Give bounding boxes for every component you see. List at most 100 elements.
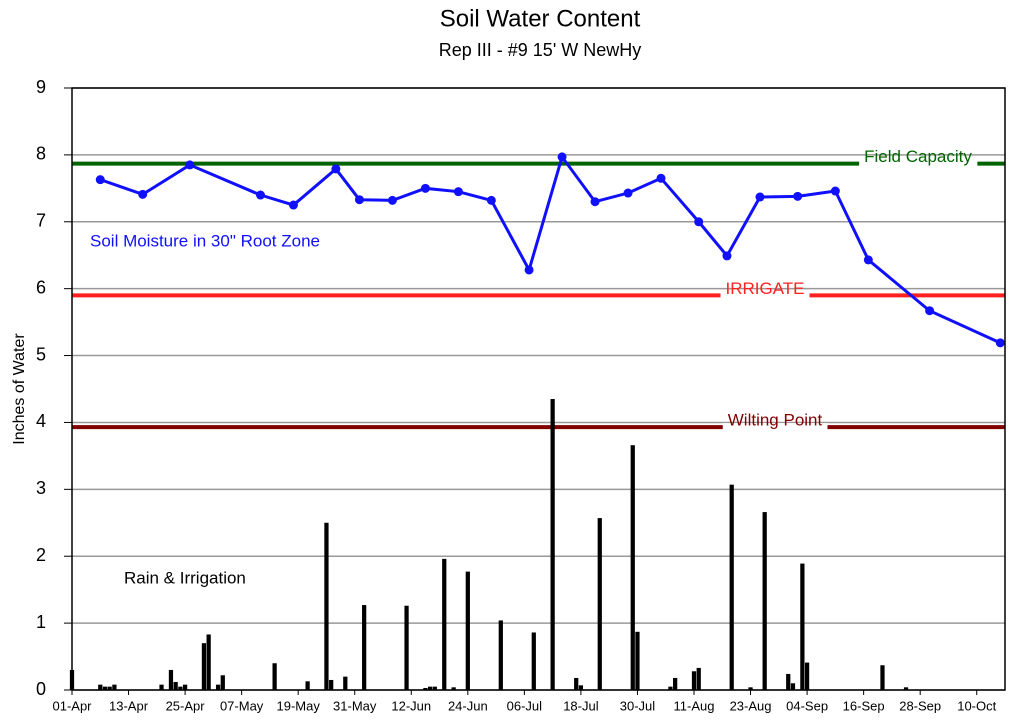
reference-label: Field Capacity — [864, 147, 972, 166]
x-tick-label: 30-Jul — [620, 698, 656, 713]
point — [694, 217, 704, 227]
bar — [442, 558, 447, 690]
point — [486, 195, 496, 205]
y-tick-label: 1 — [36, 612, 46, 632]
point — [387, 195, 397, 205]
y-tick-label: 6 — [36, 277, 46, 297]
bar — [800, 563, 805, 690]
point — [331, 164, 341, 174]
series-label: Soil Moisture in 30" Root Zone — [90, 231, 320, 250]
x-tick-label: 13-Apr — [109, 698, 149, 713]
y-tick-label: 5 — [36, 344, 46, 364]
x-tick-label: 31-May — [333, 698, 377, 713]
chart-subtitle: Rep III - #9 15' W NewHy — [439, 40, 642, 60]
plot-frame — [71, 87, 1006, 691]
bar — [696, 667, 701, 690]
bar — [168, 669, 174, 690]
bar — [112, 684, 117, 690]
y-tick-label: 2 — [36, 545, 46, 565]
bar — [423, 687, 428, 690]
bar — [790, 683, 796, 690]
bar — [404, 605, 409, 690]
x-tick-label: 01-Apr — [52, 698, 92, 713]
point — [354, 195, 364, 205]
bar — [786, 673, 791, 690]
point — [288, 200, 298, 210]
point — [755, 192, 765, 202]
point — [255, 190, 265, 200]
point — [995, 338, 1005, 348]
bar — [762, 512, 767, 690]
x-tick-label: 23-Aug — [730, 698, 772, 713]
y-tick-label: 0 — [36, 679, 46, 699]
bar — [578, 685, 584, 690]
x-tick-label: 24-Jun — [448, 698, 488, 713]
bar — [630, 445, 635, 690]
x-tick-label: 19-May — [277, 698, 321, 713]
reference-label: Wilting Point — [728, 411, 823, 430]
bar — [324, 522, 329, 690]
bar — [880, 665, 885, 690]
bar — [550, 399, 555, 690]
bar — [635, 631, 640, 690]
point — [453, 187, 463, 197]
x-tick-label: 07-May — [220, 698, 264, 713]
chart-title: Soil Water Content — [440, 5, 641, 32]
point — [95, 175, 105, 185]
y-tick-label: 8 — [36, 144, 46, 164]
bar — [178, 686, 183, 690]
point — [590, 197, 600, 207]
reference-label-bg — [720, 291, 810, 300]
bar — [804, 662, 810, 690]
y-tick-label: 9 — [36, 77, 46, 97]
bar — [343, 676, 348, 690]
bar — [362, 605, 367, 690]
bar — [574, 677, 579, 690]
bar — [206, 634, 211, 690]
y-tick-label: 4 — [36, 411, 46, 431]
reference-label-bg — [722, 423, 828, 432]
bar — [465, 571, 470, 690]
series-label: Rain & Irrigation — [124, 568, 246, 587]
bar — [107, 686, 112, 690]
reference-label-bg — [859, 159, 978, 168]
point — [793, 191, 803, 201]
bar — [597, 518, 602, 690]
bar — [451, 687, 456, 690]
line — [99, 153, 1001, 345]
x-tick-label: 11-Aug — [674, 698, 715, 713]
point — [185, 160, 195, 170]
bar — [329, 679, 334, 690]
x-tick-label: 10-Oct — [957, 698, 996, 713]
bar — [102, 686, 108, 690]
point — [863, 255, 873, 265]
point — [420, 183, 430, 193]
bar — [201, 643, 207, 690]
bar — [215, 684, 221, 690]
bar — [173, 681, 178, 690]
point — [830, 186, 840, 196]
point — [656, 173, 666, 183]
x-tick-label: 16-Sep — [843, 698, 885, 713]
x-tick-label: 04-Sep — [786, 698, 828, 713]
bar — [182, 684, 188, 690]
bar — [272, 663, 277, 690]
bar — [903, 687, 909, 690]
y-tick-label: 7 — [36, 211, 46, 231]
x-tick-label: 28-Sep — [899, 698, 941, 713]
bar — [220, 675, 225, 690]
bar — [673, 677, 678, 690]
reference-label: IRRIGATE — [725, 279, 804, 298]
bar — [531, 632, 536, 690]
bar — [432, 686, 437, 690]
y-tick-label: 3 — [36, 478, 46, 498]
bar — [98, 684, 103, 690]
grid — [64, 87, 1005, 695]
point — [623, 188, 633, 198]
bar — [428, 686, 433, 690]
x-tick-label: 12-Jun — [391, 698, 431, 713]
point — [524, 265, 534, 275]
point — [722, 251, 732, 261]
x-tick-label: 18-Jul — [563, 698, 599, 713]
